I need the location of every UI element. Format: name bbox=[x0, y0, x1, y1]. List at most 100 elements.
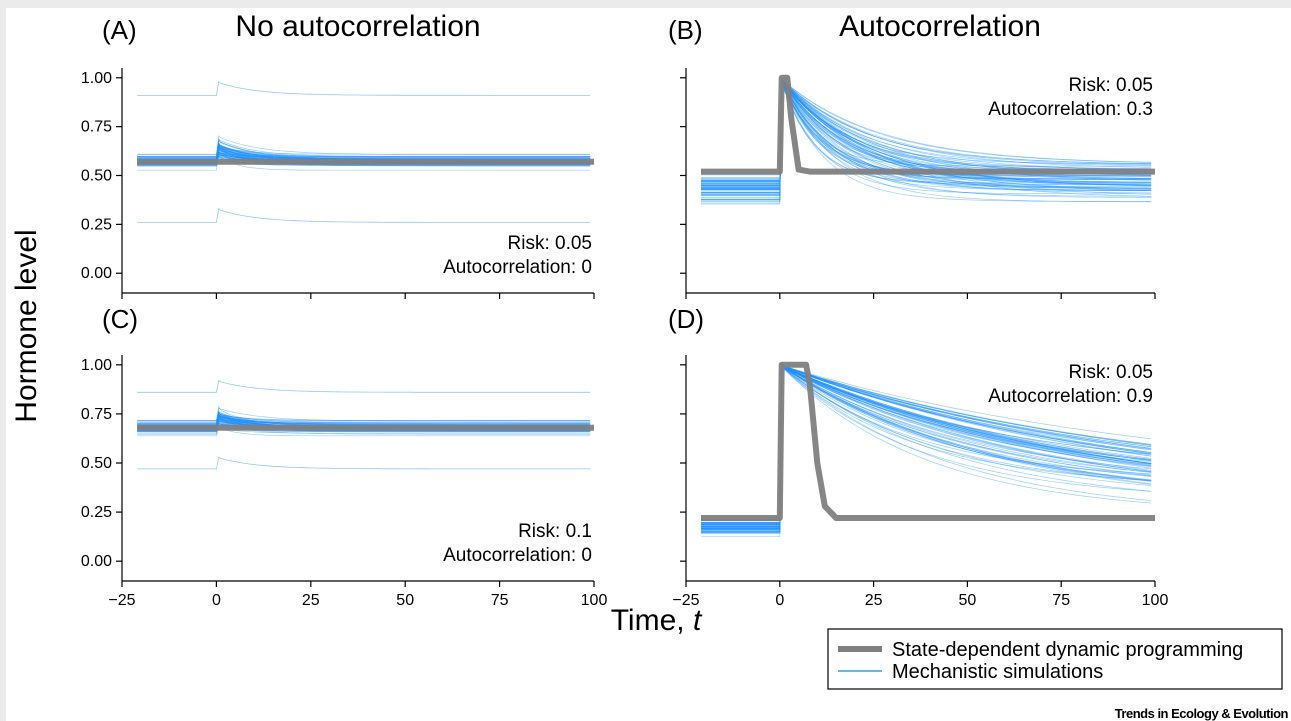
x-tick-label: 25 bbox=[865, 592, 883, 609]
mechanistic-line bbox=[701, 363, 1152, 525]
mechanistic-line bbox=[701, 363, 1152, 528]
mechanistic-line bbox=[701, 77, 1152, 194]
mechanistic-line bbox=[701, 364, 1152, 520]
risk-label: Risk: 0.05 bbox=[508, 233, 592, 254]
mechanistic-line bbox=[701, 77, 1152, 189]
y-tick-label: 0.75 bbox=[81, 406, 112, 423]
column-title-left: No autocorrelation bbox=[235, 10, 480, 43]
mechanistic-line bbox=[701, 363, 1152, 532]
mechanistic-line bbox=[137, 414, 591, 421]
mechanistic-line bbox=[701, 363, 1152, 533]
x-tick-label: 75 bbox=[1052, 592, 1070, 609]
legend-box bbox=[827, 628, 1283, 690]
panels: (A) 0.00 0.25 0.50 0.75 1.00 Risk: 0.05 Autocor… bbox=[81, 15, 1169, 609]
mechanistic-line bbox=[701, 363, 1152, 532]
mechanistic-line bbox=[701, 363, 1152, 530]
mechanistic-line bbox=[701, 363, 1152, 521]
mechanistic-line bbox=[701, 363, 1152, 520]
mechanistic-line bbox=[701, 77, 1152, 203]
mechanistic-line bbox=[701, 363, 1152, 527]
mechanistic-line bbox=[701, 363, 1152, 530]
mechanistic-line bbox=[701, 77, 1152, 197]
legend-label-dp: State-dependent dynamic programming bbox=[892, 639, 1243, 661]
mechanistic-line bbox=[701, 77, 1152, 202]
x-tick-label: 100 bbox=[1142, 592, 1169, 609]
mechanistic-line bbox=[701, 363, 1152, 525]
mechanistic-line bbox=[701, 77, 1152, 190]
y-tick-label: 0.25 bbox=[81, 504, 112, 521]
panel-letter: (D) bbox=[668, 304, 704, 334]
mechanistic-line bbox=[137, 147, 591, 159]
mechanistic-line bbox=[137, 414, 591, 424]
column-title-right: Autocorrelation bbox=[839, 10, 1041, 43]
legend-label-mechanistic: Mechanistic simulations bbox=[892, 661, 1103, 683]
mechanistic-line bbox=[701, 77, 1152, 189]
mechanistic-line bbox=[701, 77, 1152, 186]
y-tick-label: 0.00 bbox=[81, 553, 112, 570]
mechanistic-line bbox=[701, 363, 1152, 521]
mechanistic-line bbox=[701, 363, 1152, 529]
mechanistic-line bbox=[701, 77, 1152, 188]
mechanistic-line bbox=[701, 363, 1152, 533]
mechanistic-line bbox=[701, 364, 1152, 521]
mechanistic-line bbox=[137, 149, 591, 159]
mechanistic-line bbox=[701, 363, 1152, 520]
mechanistic-line bbox=[701, 363, 1152, 532]
mechanistic-line bbox=[137, 134, 591, 155]
autocorrelation-label: Autocorrelation: 0 bbox=[443, 545, 592, 566]
mechanistic-line bbox=[701, 77, 1152, 193]
mechanistic-line bbox=[701, 363, 1152, 533]
mechanistic-line bbox=[137, 145, 591, 155]
mechanistic-line bbox=[701, 364, 1152, 527]
x-axis-title-text: Time, bbox=[611, 604, 693, 637]
mechanistic-line bbox=[701, 77, 1152, 180]
mechanistic-line bbox=[701, 77, 1152, 199]
mechanistic-line bbox=[701, 363, 1152, 533]
mechanistic-line bbox=[701, 77, 1152, 204]
mechanistic-line bbox=[701, 363, 1152, 529]
y-tick-label: 0.50 bbox=[81, 455, 112, 472]
mechanistic-line bbox=[701, 77, 1152, 200]
mechanistic-line bbox=[701, 364, 1152, 524]
mechanistic-line bbox=[701, 364, 1152, 524]
mechanistic-line bbox=[701, 77, 1152, 176]
panel-letter: (B) bbox=[668, 15, 703, 45]
risk-label: Risk: 0.05 bbox=[1069, 362, 1153, 383]
mechanistic-line bbox=[701, 77, 1152, 190]
mechanistic-line bbox=[137, 143, 591, 158]
mechanistic-line bbox=[701, 363, 1152, 523]
mechanistic-line bbox=[701, 77, 1152, 195]
risk-label: Risk: 0.1 bbox=[518, 521, 592, 542]
mechanistic-line bbox=[701, 363, 1152, 525]
mechanistic-line bbox=[701, 364, 1152, 527]
mechanistic-line bbox=[701, 363, 1152, 529]
mechanistic-line bbox=[137, 413, 591, 423]
mechanistic-line bbox=[137, 412, 591, 424]
mechanistic-line bbox=[701, 363, 1152, 524]
mechanistic-line bbox=[701, 77, 1152, 190]
mechanistic-line bbox=[701, 363, 1152, 530]
y-tick-label: 0.50 bbox=[81, 168, 112, 185]
mechanistic-line bbox=[701, 77, 1152, 199]
mechanistic-line bbox=[701, 77, 1152, 191]
figure: No autocorrelation Autocorrelation Hormo… bbox=[6, 8, 1291, 721]
mechanistic-line bbox=[137, 411, 591, 424]
mechanistic-line bbox=[701, 363, 1152, 530]
mechanistic-line bbox=[701, 364, 1152, 528]
mechanistic-line bbox=[701, 363, 1152, 521]
mechanistic-line bbox=[701, 363, 1152, 527]
mechanistic-line bbox=[701, 364, 1152, 534]
mechanistic-line bbox=[701, 364, 1152, 528]
mechanistic-line bbox=[701, 363, 1152, 525]
figure-canvas: No autocorrelation Autocorrelation Hormo… bbox=[10, 10, 1289, 721]
mechanistic-line bbox=[701, 77, 1152, 186]
mechanistic-line bbox=[701, 363, 1152, 524]
mechanistic-line bbox=[701, 77, 1152, 189]
mechanistic-line bbox=[701, 363, 1152, 529]
mechanistic-line bbox=[701, 77, 1152, 198]
mechanistic-line bbox=[137, 153, 591, 171]
x-tick-label: 0 bbox=[775, 592, 784, 609]
mechanistic-line bbox=[701, 363, 1152, 519]
mechanistic-line bbox=[137, 138, 591, 157]
y-tick-label: 1.00 bbox=[81, 70, 112, 87]
